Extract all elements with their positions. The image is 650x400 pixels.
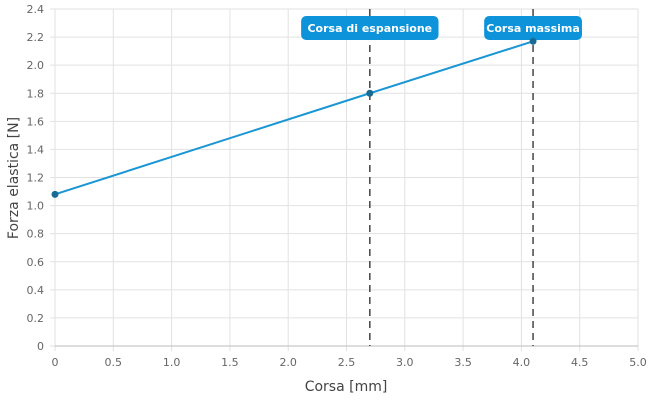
- x-axis-title: Corsa [mm]: [305, 379, 388, 395]
- data-point: [51, 190, 59, 198]
- x-tick-label: 4.5: [571, 356, 589, 369]
- y-tick-label: 1.4: [27, 143, 45, 156]
- annotation-label: Corsa massima: [486, 22, 580, 35]
- series-line: [54, 40, 534, 196]
- annotation-label-box: [301, 16, 439, 40]
- x-tick-label: 2.5: [338, 356, 356, 369]
- y-tick-label: 2.0: [27, 59, 45, 72]
- y-tick-label: 1.2: [27, 172, 45, 185]
- y-tick-label: 0.6: [27, 256, 45, 269]
- x-tick-label: 4.0: [513, 356, 531, 369]
- y-tick-label: 0: [37, 340, 44, 353]
- data-point: [366, 89, 374, 97]
- x-tick-label: 1.0: [163, 356, 181, 369]
- y-tick-label: 2.4: [27, 3, 45, 16]
- x-tick-label: 1.5: [221, 356, 239, 369]
- annotation-label-box: [484, 16, 582, 40]
- y-tick-label: 0.4: [27, 284, 45, 297]
- y-tick-label: 2.2: [27, 31, 45, 44]
- x-tick-label: 5.0: [629, 356, 647, 369]
- y-axis-title: Forza elastica [N]: [6, 117, 22, 239]
- grid: [50, 8, 639, 351]
- annotation-label: Corsa di espansione: [307, 22, 432, 35]
- y-tick-label: 1.8: [27, 87, 45, 100]
- data-point: [529, 37, 537, 45]
- y-tick-label: 1.6: [27, 115, 45, 128]
- y-tick-label: 0.2: [27, 312, 45, 325]
- x-tick-label: 2.0: [279, 356, 297, 369]
- y-tick-label: 1.0: [27, 200, 45, 213]
- y-tick-label: 0.8: [27, 228, 45, 241]
- x-tick-label: 0.5: [105, 356, 123, 369]
- x-tick-label: 3.5: [454, 356, 472, 369]
- x-tick-label: 0: [52, 356, 59, 369]
- x-tick-label: 3.0: [396, 356, 414, 369]
